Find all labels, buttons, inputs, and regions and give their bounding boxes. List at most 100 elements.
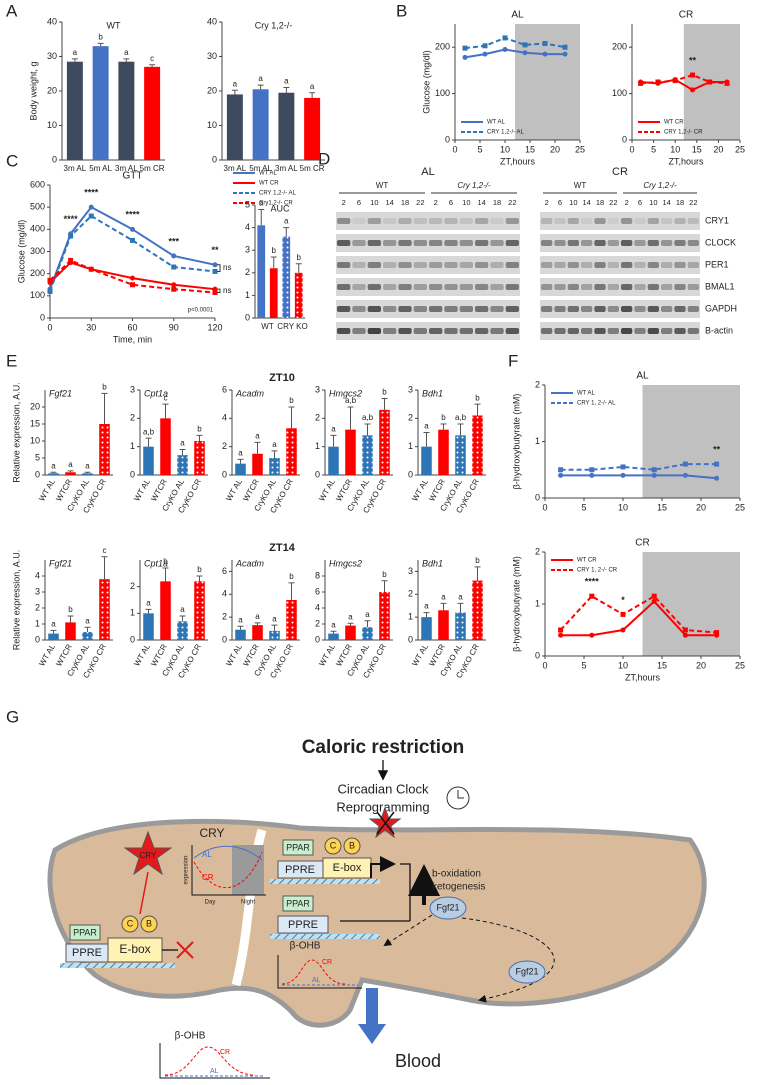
x-tick-label: 20 [696,502,706,512]
inset-axes [191,845,266,896]
error-bar [364,423,371,436]
error-bar [145,608,152,614]
marker [462,54,468,60]
blot-band [429,306,443,312]
blot-band [398,240,412,246]
significance-letter: c [150,54,154,63]
y-tick-label: 2 [408,413,413,423]
blot-strip [336,234,520,252]
blot-band [594,262,606,268]
dna [60,963,175,968]
blot-band [505,306,519,312]
inset-xlabel: Day [205,900,216,906]
x-tick-label: 0 [629,144,634,154]
x-tick-label: 0 [452,144,457,154]
y-tick-label: 600 [30,179,45,189]
lane-label: 2 [342,198,346,207]
bar-pattern [379,409,390,475]
blot-band [621,284,633,290]
chart-title: AL [511,10,524,21]
label: B [146,918,152,928]
inset-axes [159,1043,270,1079]
bar [65,622,76,640]
y-tick-label: 0 [445,134,450,144]
blot-band [687,218,699,224]
marker [689,72,695,78]
lane-label: 6 [558,198,562,207]
y-tick-label: 500 [30,202,45,212]
error-bar [271,450,278,458]
blot-band [444,284,458,290]
y-tick-label: 0 [35,469,40,479]
panel-letter: G [6,707,19,726]
bar-pattern [177,621,188,640]
significance-letter: a [85,616,90,625]
legend-label: CRY 1,2-/- CR [664,130,703,136]
error-bar [179,615,186,622]
blot-band [398,284,412,290]
significance-letter: a [441,593,446,602]
x-tick-label: 120 [207,322,222,332]
bar [144,66,161,160]
significance-letter: b [382,388,387,397]
y-tick-label: 5 [245,199,250,209]
night-shade [232,845,264,895]
blot-band [429,262,443,268]
diagram-input: Caloric restriction [302,737,465,758]
lane-label: 14 [477,198,485,207]
blot-band [554,218,566,224]
lane-label: 18 [401,198,409,207]
significance-letter: a [124,48,129,57]
y-tick-label: 1 [130,608,135,618]
inset-ylabel: expression [184,855,190,884]
blot-band [475,218,489,224]
significance-letter: b [98,32,103,41]
error-bar [257,84,264,90]
bar-pattern [269,458,280,475]
significance-letter: a,b [362,413,374,422]
blot-row-label: CRY1 [705,215,729,225]
x-tick-label: 5 [651,144,656,154]
blot-band [634,262,646,268]
y-tick-label: 3 [408,384,413,394]
blot-band [475,262,489,268]
significance-letter: a [272,440,277,449]
note: p<0.0001 [188,308,214,314]
blot-band [621,240,633,246]
blot-band [444,306,458,312]
blot-band [607,306,619,312]
inset-curve-al [193,845,263,861]
inset-label: AL [312,977,321,984]
clock-protein [324,837,342,855]
error-bar [67,470,74,473]
y-tick-label: 4 [35,570,40,580]
x-tick-label: 10 [500,144,510,154]
blot-band [352,328,366,334]
blot-band [647,218,659,224]
blot-strip [540,256,700,274]
diagram: Caloric restriction Circadian Clock Repr… [47,737,707,1079]
y-tick-label: 10 [207,120,217,130]
error-bar [67,615,74,623]
inset-xlabel: Night [241,900,255,906]
marker [68,257,74,263]
chart-title: GTT [123,171,143,182]
blot-band [413,218,427,224]
blot-title: CR [612,166,628,178]
bmal-protein [343,837,361,855]
note: ns [223,286,231,295]
lane-label: 14 [662,198,670,207]
blot-band [490,306,504,312]
clock-protein [121,915,139,933]
blot-band [567,284,579,290]
blot-band [674,306,686,312]
ppar-box [282,895,314,912]
y-tick-label: 6 [222,566,227,576]
error-bar [381,580,388,592]
lane-label: 14 [582,198,590,207]
y-tick-label: 0 [222,634,227,644]
label: PPRE [288,919,318,931]
series-line [464,48,565,59]
blot-band [490,328,504,334]
blot-band [541,328,553,334]
